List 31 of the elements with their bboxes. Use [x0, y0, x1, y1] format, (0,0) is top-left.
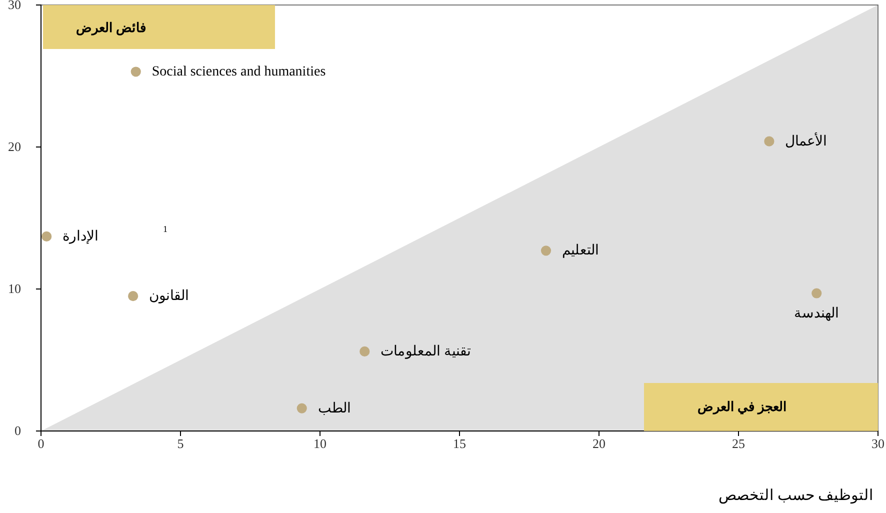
x-tick-label: 0 — [38, 436, 44, 452]
annotation: القانون — [149, 289, 190, 304]
annotation: التعليم — [562, 244, 599, 259]
annotation: الهندسة — [794, 306, 840, 322]
point — [540, 246, 552, 256]
point — [128, 291, 138, 302]
y-tick-label: 30 — [8, 0, 21, 12]
point — [130, 66, 141, 77]
y-tick-label: 20 — [8, 139, 21, 154]
x-tick-label: 25 — [732, 436, 745, 452]
x-tick-label: 15 — [453, 436, 466, 452]
point — [812, 288, 822, 298]
annotation: Social sciences and humanities — [152, 64, 326, 80]
annotation: الإدارة — [62, 229, 99, 244]
x-axis-title: التوظيف حسب التخصص — [718, 488, 873, 504]
annotation: الطب — [318, 401, 351, 416]
annotation: تقنية المعلومات — [380, 344, 472, 360]
point — [360, 346, 370, 357]
x-tick-label: 30 — [872, 436, 884, 452]
annotation: الأعمال — [785, 131, 828, 150]
annotation: 1 — [163, 224, 168, 234]
y-tick-label: 0 — [14, 423, 21, 438]
y-tick-label: 10 — [8, 281, 21, 296]
annotation: فائض العرض — [76, 20, 146, 36]
x-tick-label: 10 — [314, 436, 326, 452]
point — [296, 403, 307, 414]
point — [764, 136, 774, 146]
x-tick-label: 20 — [592, 436, 606, 452]
x-tick-label: 5 — [177, 436, 184, 452]
point — [42, 231, 52, 242]
annotation: العجز في العرض — [697, 399, 787, 415]
